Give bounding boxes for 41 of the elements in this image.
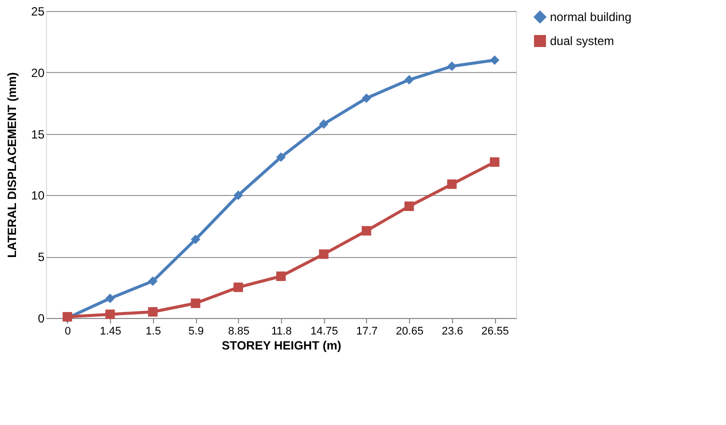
x-tick-label: 1.45 bbox=[100, 326, 122, 338]
point bbox=[190, 298, 200, 308]
point bbox=[190, 234, 200, 244]
point bbox=[490, 55, 500, 65]
x-tick-label: 14.75 bbox=[310, 326, 338, 338]
y-tick-label: 25 bbox=[31, 4, 45, 18]
point bbox=[447, 62, 457, 72]
y-tick-label: 15 bbox=[31, 127, 45, 142]
x-tick-label: 17.7 bbox=[356, 326, 378, 338]
point bbox=[362, 226, 372, 236]
y-tick-label: 20 bbox=[31, 66, 45, 80]
y-tick-label: 5 bbox=[38, 250, 45, 264]
x-tick-label: 8.85 bbox=[228, 326, 250, 338]
point bbox=[318, 119, 328, 129]
point bbox=[318, 249, 328, 259]
point bbox=[234, 282, 244, 292]
x-tick-label: 23.6 bbox=[442, 326, 464, 338]
x-tick-label: 20.65 bbox=[396, 326, 424, 338]
point bbox=[105, 294, 115, 304]
x-tick-label: 0 bbox=[64, 326, 71, 338]
point bbox=[490, 157, 500, 167]
point bbox=[404, 75, 414, 85]
x-tick-label: 26.55 bbox=[481, 326, 509, 338]
point bbox=[404, 202, 414, 211]
point bbox=[148, 307, 158, 317]
y-tick-label: 0 bbox=[38, 312, 45, 326]
point bbox=[234, 190, 244, 200]
point bbox=[447, 179, 457, 189]
point bbox=[276, 272, 286, 281]
point bbox=[105, 310, 115, 320]
y-tick-label: 10 bbox=[31, 188, 45, 203]
legend-label: dual system bbox=[550, 34, 614, 48]
x-axis-title: STOREY HEIGHT (m) bbox=[222, 338, 342, 352]
x-tick-label: 1.5 bbox=[146, 326, 161, 338]
point bbox=[148, 276, 158, 286]
y-axis-title: LATERAL DISPLACEMENT (mm) bbox=[5, 72, 20, 258]
x-tick-label: 5.9 bbox=[188, 326, 204, 338]
point bbox=[362, 93, 372, 103]
point bbox=[276, 152, 286, 162]
x-tick-label: 11.8 bbox=[271, 326, 292, 338]
legend-label: normal building bbox=[550, 10, 632, 24]
